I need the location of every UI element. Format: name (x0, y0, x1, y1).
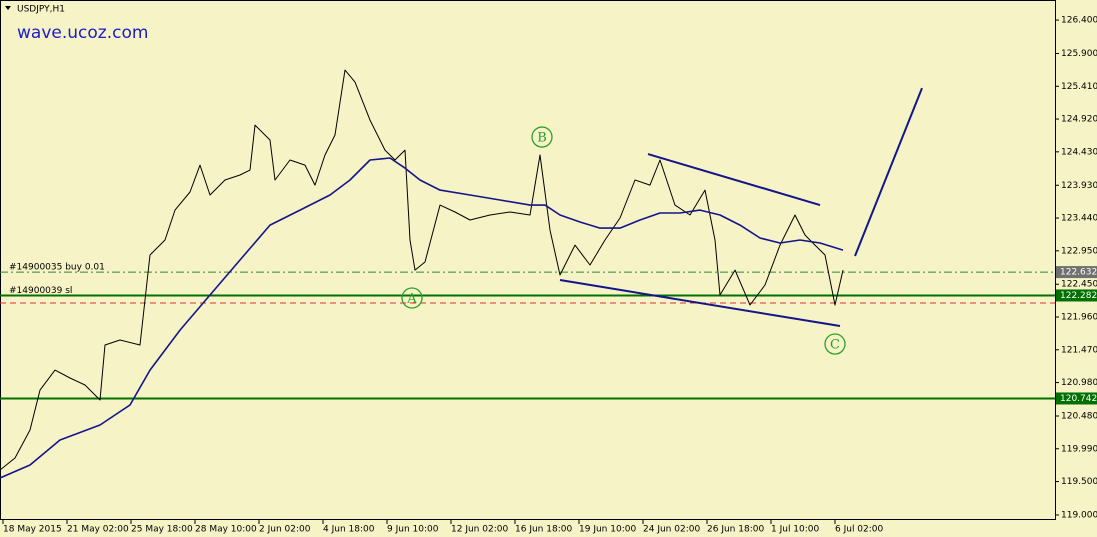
wave-circle (401, 287, 423, 309)
y-tick-label: 125.410 (1061, 82, 1097, 92)
x-tick-label: 21 May 02:00 (67, 525, 129, 535)
y-tick-label: 123.930 (1061, 181, 1097, 191)
x-tick-label: 25 May 18:00 (131, 525, 193, 535)
y-tick-label: 124.920 (1061, 115, 1097, 125)
watermark: wave.ucoz.com (17, 23, 148, 43)
x-tick-label: 19 Jun 10:00 (579, 525, 636, 535)
y-tick-label: 121.470 (1061, 345, 1097, 355)
x-tick-label: 6 Jul 02:00 (835, 525, 884, 535)
menu-arrow[interactable] (5, 6, 11, 10)
x-tick-label: 2 Jun 02:00 (259, 525, 311, 535)
y-tick-label: 122.450 (1061, 280, 1097, 290)
x-tick-label: 1 Jul 10:00 (771, 525, 820, 535)
x-tick-label: 26 Jun 18:00 (707, 525, 764, 535)
y-tick-label: 119.990 (1061, 444, 1097, 454)
x-tick-label: 4 Jun 18:00 (323, 525, 375, 535)
y-tick-label: 120.480 (1061, 412, 1097, 422)
trendline (647, 153, 821, 207)
x-tick-label: 16 Jun 18:00 (515, 525, 572, 535)
wave-circle (531, 126, 553, 148)
price-line (0, 157, 844, 479)
price-tag (1056, 392, 1097, 405)
x-tick-label: 28 May 10:00 (195, 525, 257, 535)
price-tag-label: 120.742 (1060, 394, 1097, 404)
wave-label: B (537, 131, 547, 146)
trendline (854, 87, 923, 257)
wave-label: A (406, 292, 417, 307)
y-tick-label: 122.950 (1061, 246, 1097, 256)
x-tick-label: 12 Jun 02:00 (451, 525, 508, 535)
x-tick-label: 18 May 2015 (3, 525, 62, 535)
price-line (0, 69, 844, 471)
price-tag-label: 122.632 (1060, 268, 1097, 278)
y-tick-label: 120.980 (1061, 378, 1097, 388)
y-tick-label: 123.440 (1061, 214, 1097, 224)
price-tag (1056, 289, 1097, 302)
y-tick-label: 125.900 (1061, 49, 1097, 59)
wave-label: C (830, 338, 840, 353)
price-tag (1056, 266, 1097, 279)
trendline (559, 279, 841, 328)
x-tick-label: 9 Jun 10:00 (387, 525, 439, 535)
y-tick-label: 126.400 (1061, 16, 1097, 26)
y-tick-label: 119.500 (1061, 477, 1097, 487)
y-tick-label: 119.000 (1061, 510, 1097, 520)
y-tick-label: 124.430 (1061, 147, 1097, 157)
order-note: #14900039 sl (9, 286, 72, 296)
order-note: #14900035 buy 0.01 (9, 263, 105, 273)
wave-circle (824, 333, 846, 355)
chart-title: USDJPY,H1 (17, 5, 65, 15)
y-tick-label: 121.960 (1061, 313, 1097, 323)
plot-frame (0, 0, 1056, 520)
price-tag-label: 122.282 (1060, 291, 1097, 301)
x-tick-label: 24 Jun 02:00 (643, 525, 700, 535)
